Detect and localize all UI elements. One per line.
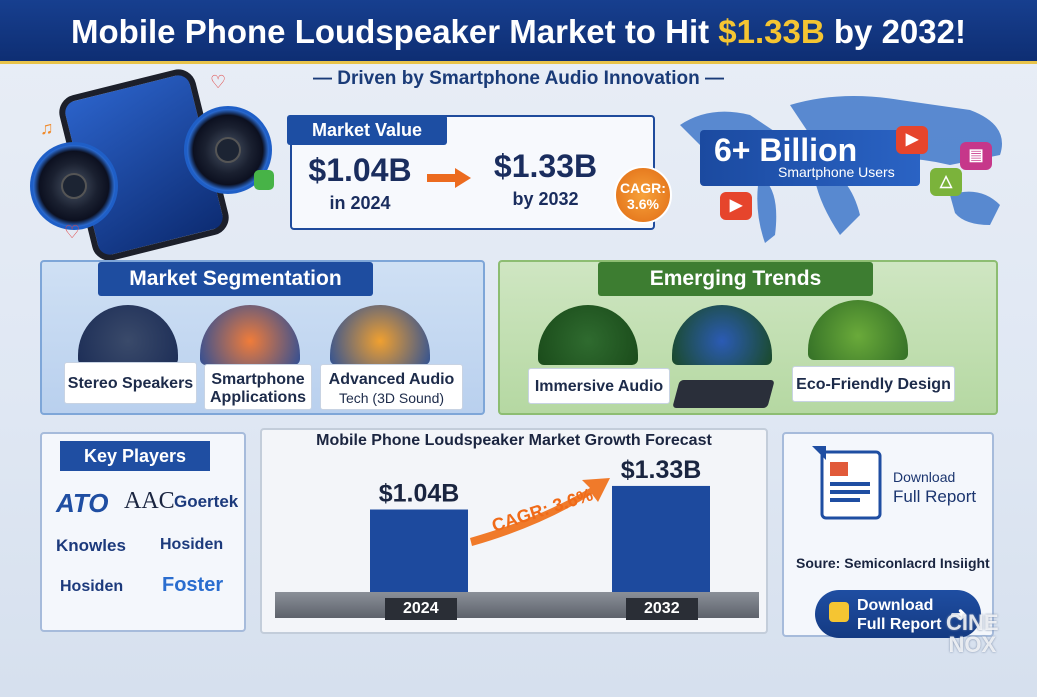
speaker-left-icon xyxy=(30,142,118,230)
bar-2024 xyxy=(370,509,468,594)
chart-title: Mobile Phone Loudspeaker Market Growth F… xyxy=(316,432,712,449)
segment-card-apps: Smartphone Applications xyxy=(204,364,312,410)
download-text-small: Download xyxy=(893,469,956,485)
segment-card-stereo: Stereo Speakers xyxy=(64,362,197,404)
key-players-title: Key Players xyxy=(60,441,210,471)
market-value-from: $1.04B in 2024 xyxy=(300,152,420,214)
x-tick-2024: 2024 xyxy=(385,598,457,620)
chat-icon xyxy=(254,170,274,190)
from-year: in 2024 xyxy=(329,193,391,213)
bar-value-label-2032: $1.33B xyxy=(621,456,702,484)
growth-curve-arrow xyxy=(470,478,610,546)
video-play-icon-2: ▶ xyxy=(720,192,752,220)
market-value-title: Market Value xyxy=(287,115,447,145)
lock-icon xyxy=(829,602,849,622)
growth-arrow-icon xyxy=(427,168,471,188)
bar-2032 xyxy=(612,485,710,594)
download-button-line1: Download xyxy=(857,597,934,614)
source-label: Soure: Semiconlacrd Insiight xyxy=(796,555,990,571)
trend-label: Eco-Friendly Design xyxy=(796,376,951,393)
segment-sublabel: Tech (3D Sound) xyxy=(338,390,445,406)
music-note-icon: ♫ xyxy=(40,118,54,138)
subtitle: — Driven by Smartphone Audio Innovation … xyxy=(313,68,724,89)
video-play-icon: ▶ xyxy=(896,126,928,154)
title-highlight: $1.33B xyxy=(718,13,825,50)
logo-knowles: Knowles xyxy=(56,536,126,555)
heart-icon: ♡ xyxy=(210,72,227,92)
watermark-line1: CINE xyxy=(946,610,999,635)
heart-outline-icon: ♡ xyxy=(64,222,81,242)
watermark-line2: NOX xyxy=(948,632,997,657)
users-label: Smartphone Users xyxy=(778,164,895,180)
x-tick-2032: 2032 xyxy=(626,598,698,620)
logo-ato-icon: ATO xyxy=(56,488,109,518)
segment-card-audio: Advanced Audio Tech (3D Sound) xyxy=(320,364,463,410)
users-count: 6+ Billion xyxy=(714,132,858,168)
users-banner: 6+ Billion Smartphone Users xyxy=(700,130,920,186)
download-text-big: Full Report xyxy=(893,487,977,506)
trend-card-eco: Eco-Friendly Design xyxy=(792,366,955,402)
market-value-to: $1.33B by 2032 xyxy=(478,148,613,210)
segment-label: Smartphone Applications xyxy=(209,371,306,406)
download-text[interactable]: Download Full Report xyxy=(893,467,976,507)
trends-title: Emerging Trends xyxy=(598,262,873,296)
logo-foster: Foster xyxy=(162,574,224,596)
watermark-logo: CINE NOX xyxy=(946,612,999,656)
app-icon-green: △ xyxy=(930,168,962,196)
title-text-pre: Mobile Phone Loudspeaker Market to Hit xyxy=(71,13,719,50)
title-banner: Mobile Phone Loudspeaker Market to Hit $… xyxy=(0,0,1037,64)
download-report-button[interactable]: Download Full Report ➜ xyxy=(815,590,981,638)
logo-hosiden-1: Hosiden xyxy=(160,536,224,553)
phone-illustration: ♫ ♡ ♡ xyxy=(14,65,284,265)
logo-hosiden-2: Hosiden xyxy=(60,578,124,595)
report-document-icon xyxy=(812,446,882,520)
arrow-right-icon: ➜ xyxy=(950,604,967,626)
download-button-line2: Full Report xyxy=(857,616,942,633)
segmentation-title: Market Segmentation xyxy=(98,262,373,296)
logo-goertek: Goertek xyxy=(174,492,239,511)
keyboard-icon xyxy=(672,380,775,408)
download-button-label: Download Full Report xyxy=(857,596,941,634)
title-text-post: by 2032! xyxy=(824,13,966,50)
trend-card-immersive: Immersive Audio xyxy=(528,368,670,404)
trend-label: Immersive Audio xyxy=(534,378,664,395)
segment-label: Advanced Audio xyxy=(328,371,455,388)
to-value: $1.33B xyxy=(493,148,598,184)
bar-chart: $1.04B $1.33B xyxy=(370,456,710,594)
to-year: by 2032 xyxy=(512,189,579,209)
cagr-value: 3.6% xyxy=(627,196,659,212)
from-value: $1.04B xyxy=(308,152,412,188)
app-icon-pink: ▤ xyxy=(960,142,992,170)
segment-label: Stereo Speakers xyxy=(67,375,194,392)
bar-value-label-2024: $1.04B xyxy=(379,480,460,508)
cagr-label: CAGR: xyxy=(620,180,666,196)
logo-aac: AAC xyxy=(124,488,175,514)
cagr-badge: CAGR: 3.6% xyxy=(614,166,672,224)
